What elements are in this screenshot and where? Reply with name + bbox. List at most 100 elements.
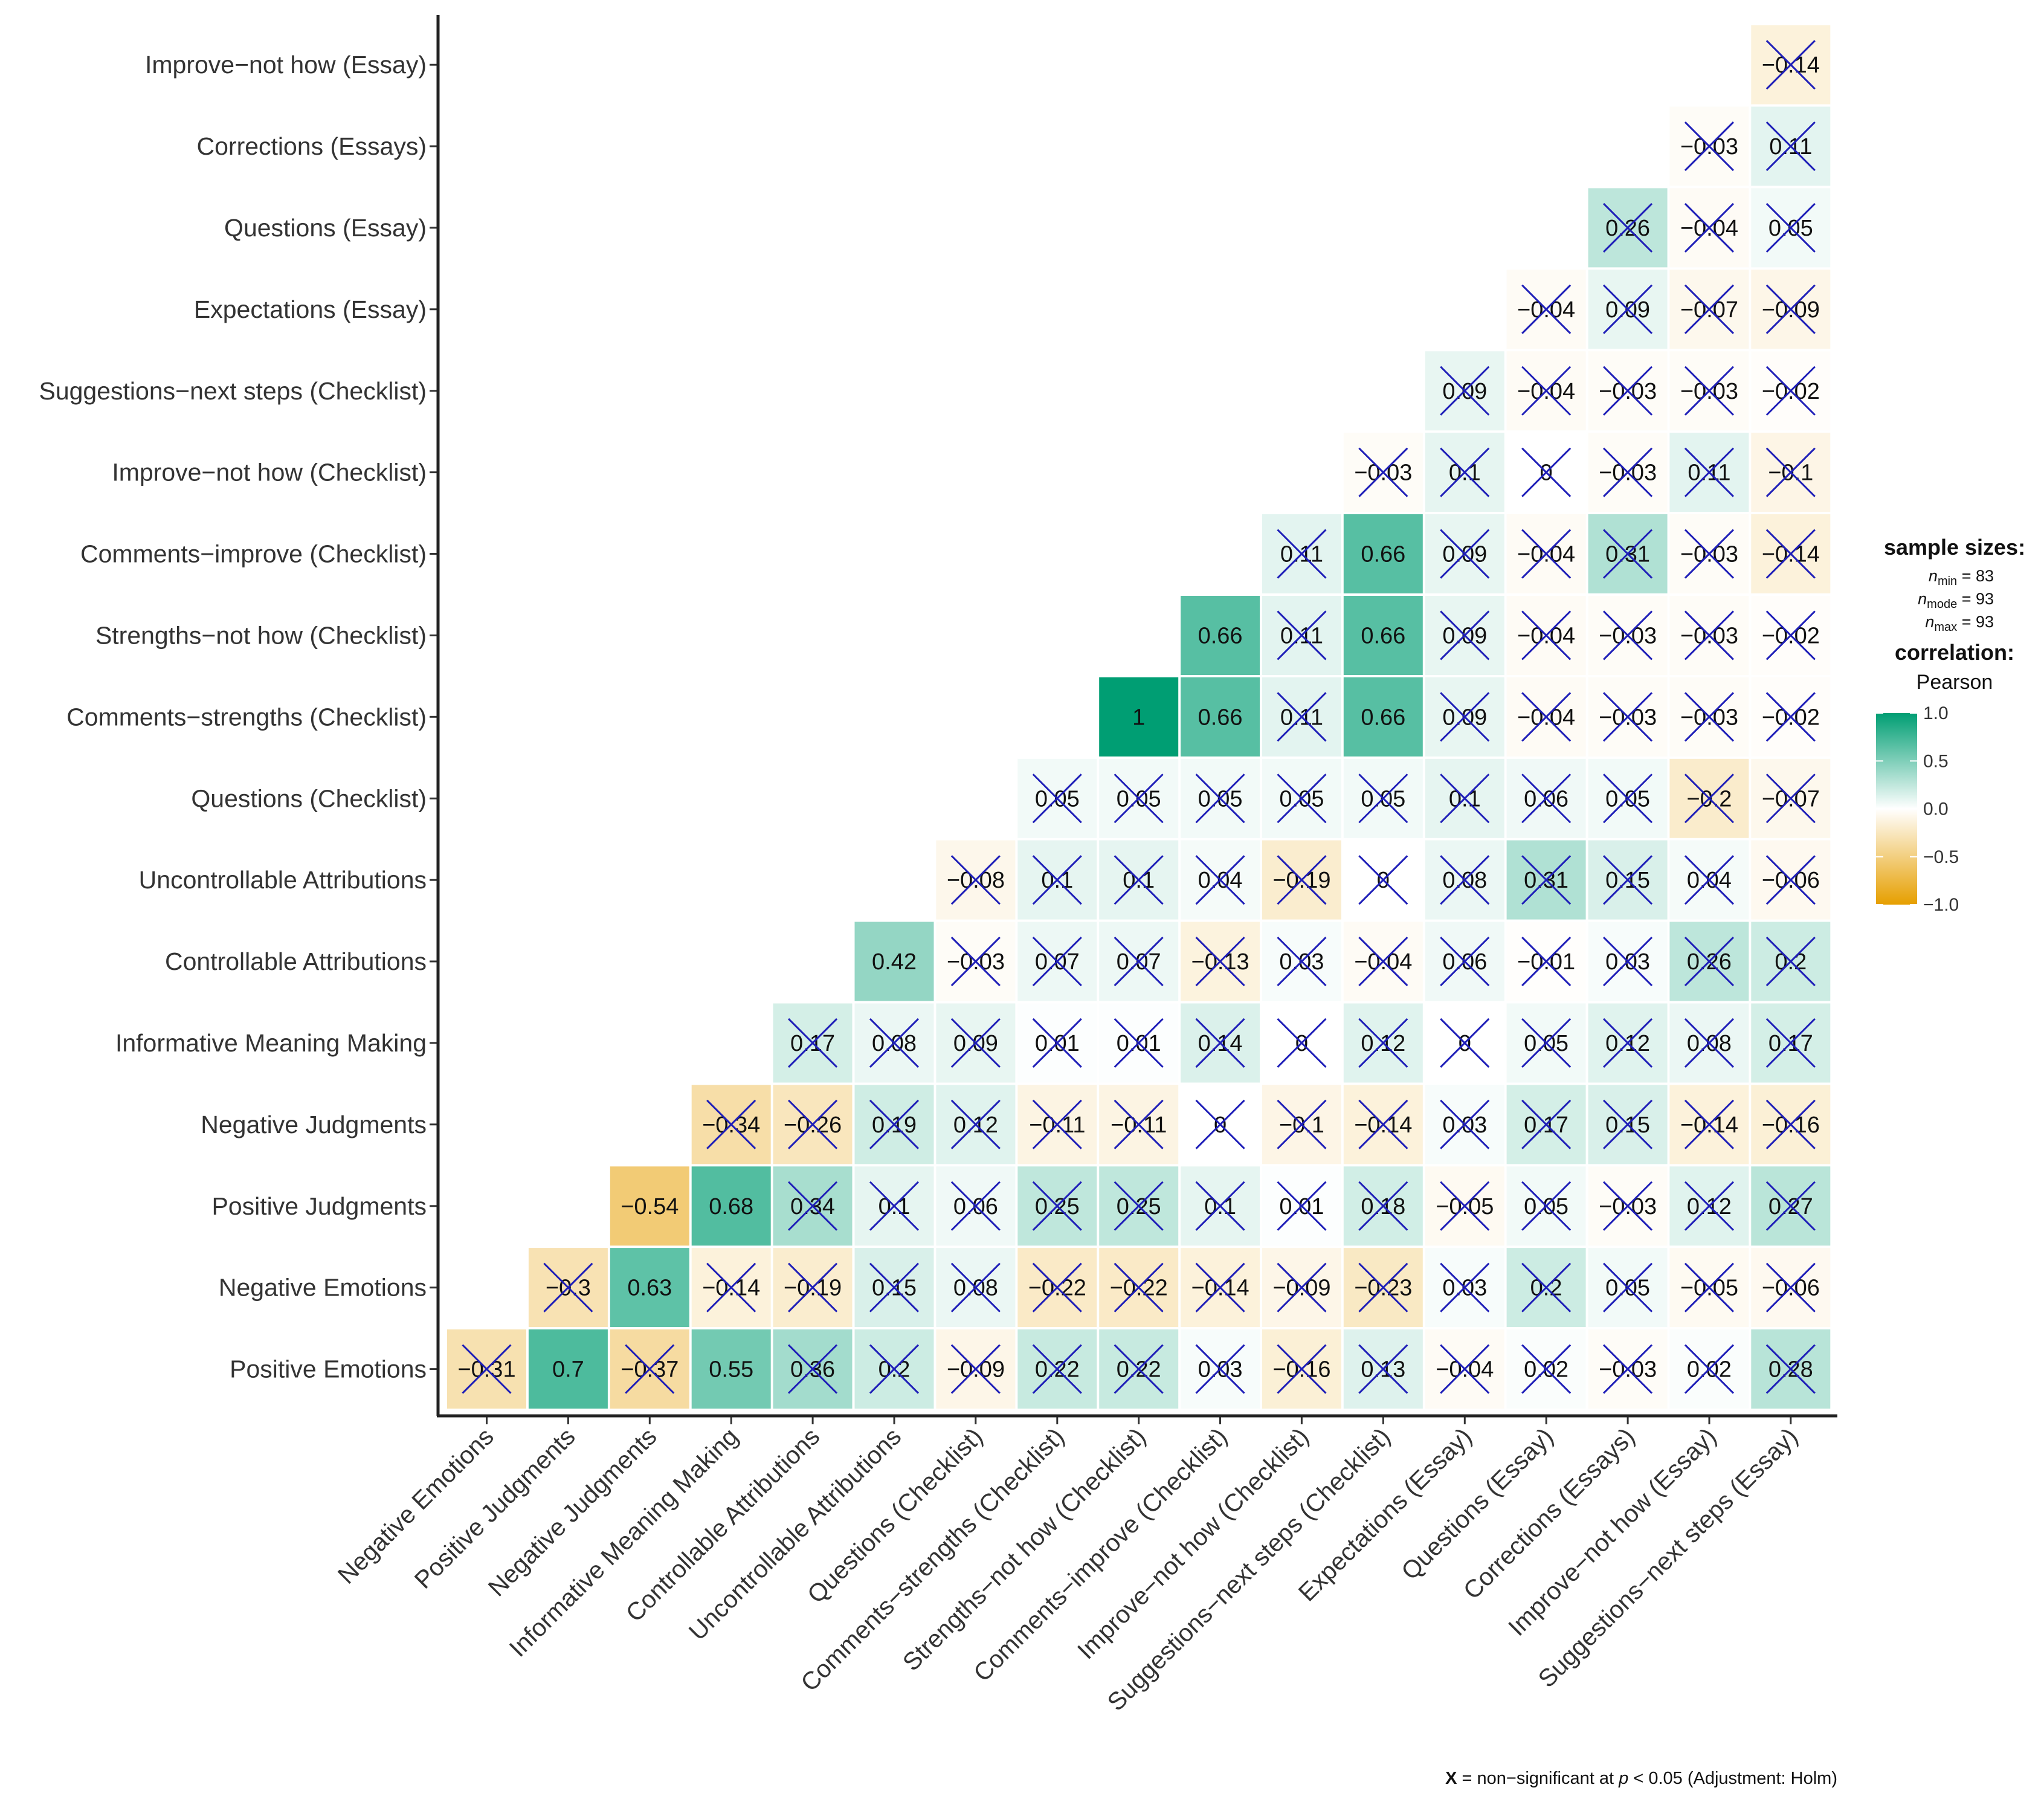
y-tick-label: Questions (Essay) bbox=[224, 214, 427, 242]
nonsignificant-cross bbox=[1440, 936, 1490, 987]
nonsignificant-cross bbox=[1602, 773, 1653, 824]
heatmap-cell: −0.1 bbox=[1751, 433, 1831, 512]
heatmap-cell: −0.04 bbox=[1506, 514, 1586, 593]
nonsignificant-cross bbox=[1195, 773, 1245, 824]
heatmap-cell: 0.08 bbox=[936, 1248, 1016, 1328]
cell-fill bbox=[691, 1329, 771, 1409]
nonsignificant-cross bbox=[1114, 1344, 1164, 1394]
heatmap-cell: −0.04 bbox=[1506, 596, 1586, 675]
heatmap-cell: 0.08 bbox=[1425, 840, 1504, 920]
nonsignificant-cross bbox=[706, 1262, 756, 1313]
nonsignificant-cross bbox=[869, 1344, 920, 1394]
nonsignificant-cross bbox=[1765, 529, 1816, 579]
heatmap-cell: −0.09 bbox=[1262, 1248, 1341, 1328]
nonsignificant-cross bbox=[1602, 447, 1653, 497]
heatmap-cell: 0.05 bbox=[1181, 758, 1260, 838]
heatmap-cell: −0.05 bbox=[1425, 1166, 1504, 1246]
heatmap-cell: 0.66 bbox=[1343, 596, 1423, 675]
heatmap-cell: 0.22 bbox=[1099, 1329, 1179, 1409]
heatmap-cell: 0.17 bbox=[1506, 1085, 1586, 1164]
y-tick-label: Expectations (Essay) bbox=[194, 295, 427, 323]
heatmap-cell: −0.23 bbox=[1343, 1248, 1423, 1328]
nonsignificant-cross bbox=[1358, 855, 1408, 905]
heatmap-cell: 0.66 bbox=[1343, 677, 1423, 757]
nonsignificant-cross bbox=[1521, 1262, 1572, 1313]
nonsignificant-cross bbox=[1114, 1099, 1164, 1149]
heatmap-cell: 0.25 bbox=[1017, 1166, 1097, 1246]
nonsignificant-cross bbox=[1358, 773, 1408, 824]
heatmap-cell: −0.04 bbox=[1506, 351, 1586, 431]
heatmap-cell: 0.18 bbox=[1343, 1166, 1423, 1246]
nonsignificant-cross bbox=[1440, 692, 1490, 742]
nonsignificant-cross bbox=[787, 1344, 838, 1394]
heatmap-cell: 0.1 bbox=[1181, 1166, 1260, 1246]
nonsignificant-cross bbox=[1195, 936, 1245, 987]
nonsignificant-cross bbox=[1032, 1262, 1082, 1313]
legend-correlation-title: correlation: bbox=[1895, 640, 2014, 665]
cell-value-label: 0.63 bbox=[627, 1276, 672, 1301]
y-tick-label: Corrections (Essays) bbox=[197, 132, 427, 160]
heatmap-cell: 0.11 bbox=[1262, 596, 1341, 675]
nonsignificant-cross bbox=[1277, 1099, 1327, 1149]
nonsignificant-cross bbox=[1765, 284, 1816, 334]
y-tick-label: Comments−improve (Checklist) bbox=[80, 540, 427, 568]
heatmap-cell: 0.05 bbox=[1099, 758, 1179, 838]
heatmap-cell: 0.66 bbox=[1343, 514, 1423, 593]
legend-n-max: nmax = 93 bbox=[1925, 613, 1994, 634]
heatmap-cell: −0.03 bbox=[1669, 351, 1749, 431]
nonsignificant-cross bbox=[1765, 773, 1816, 824]
cell-fill bbox=[610, 1166, 689, 1246]
nonsignificant-cross bbox=[1358, 1181, 1408, 1231]
nonsignificant-cross bbox=[1602, 1099, 1653, 1149]
heatmap-cell: 0.07 bbox=[1017, 922, 1097, 1001]
y-tick-label: Negative Emotions bbox=[219, 1274, 427, 1302]
heatmap-cell: 0.06 bbox=[1506, 758, 1586, 838]
nonsignificant-cross bbox=[1440, 529, 1490, 579]
nonsignificant-cross bbox=[1521, 447, 1572, 497]
heatmap-cell: 0.08 bbox=[854, 1003, 934, 1083]
heatmap-cell: 0.22 bbox=[1017, 1329, 1097, 1409]
heatmap-cell: −0.31 bbox=[447, 1329, 526, 1409]
heatmap-cell: 0.12 bbox=[1669, 1166, 1749, 1246]
nonsignificant-cross bbox=[1358, 936, 1408, 987]
cell-fill bbox=[610, 1248, 689, 1328]
cell-value-label: 0.55 bbox=[709, 1357, 753, 1383]
heatmap-cell: 0.09 bbox=[936, 1003, 1016, 1083]
y-tick-label: Uncontrollable Attributions bbox=[139, 866, 427, 894]
nonsignificant-cross bbox=[706, 1099, 756, 1149]
nonsignificant-cross bbox=[1032, 855, 1082, 905]
nonsignificant-cross bbox=[1114, 1262, 1164, 1313]
x-tick-label: Questions (Essay) bbox=[1396, 1422, 1558, 1585]
cell-fill bbox=[1181, 677, 1260, 757]
heatmap-cell: 0.2 bbox=[1751, 922, 1831, 1001]
nonsignificant-cross bbox=[1195, 1344, 1245, 1394]
nonsignificant-cross bbox=[1602, 366, 1653, 416]
nonsignificant-cross bbox=[1521, 773, 1572, 824]
heatmap-cell: −0.3 bbox=[528, 1248, 608, 1328]
heatmap-cell: 0.06 bbox=[936, 1166, 1016, 1246]
heatmap-cell: −0.04 bbox=[1669, 188, 1749, 268]
heatmap-cell: 0.42 bbox=[854, 922, 934, 1001]
heatmap-cell: 0.27 bbox=[1751, 1166, 1831, 1246]
nonsignificant-cross bbox=[1277, 1262, 1327, 1313]
heatmap-cell: 0 bbox=[1506, 433, 1586, 512]
cell-fill bbox=[854, 922, 934, 1001]
nonsignificant-cross bbox=[1440, 366, 1490, 416]
heatmap-cell: 0.68 bbox=[691, 1166, 771, 1246]
heatmap-cell: 0.63 bbox=[610, 1248, 689, 1328]
nonsignificant-cross bbox=[1521, 529, 1572, 579]
heatmap-cell: −0.14 bbox=[1669, 1085, 1749, 1164]
heatmap-cell: 0.11 bbox=[1669, 433, 1749, 512]
heatmap-cell: 0.09 bbox=[1425, 351, 1504, 431]
heatmap-cell: 0 bbox=[1425, 1003, 1504, 1083]
nonsignificant-cross bbox=[1114, 855, 1164, 905]
nonsignificant-cross bbox=[1195, 1181, 1245, 1231]
nonsignificant-cross bbox=[1032, 1181, 1082, 1231]
y-tick-label: Informative Meaning Making bbox=[115, 1029, 427, 1057]
heatmap-cell: 0.05 bbox=[1017, 758, 1097, 838]
heatmap-cell: 0.2 bbox=[1506, 1248, 1586, 1328]
nonsignificant-cross bbox=[1602, 1262, 1653, 1313]
nonsignificant-cross bbox=[869, 1262, 920, 1313]
legend-ticks: 1.0 0.5 0.0 −0.5 −1.0 bbox=[1876, 703, 1959, 915]
heatmap-cell: −0.03 bbox=[1588, 351, 1668, 431]
